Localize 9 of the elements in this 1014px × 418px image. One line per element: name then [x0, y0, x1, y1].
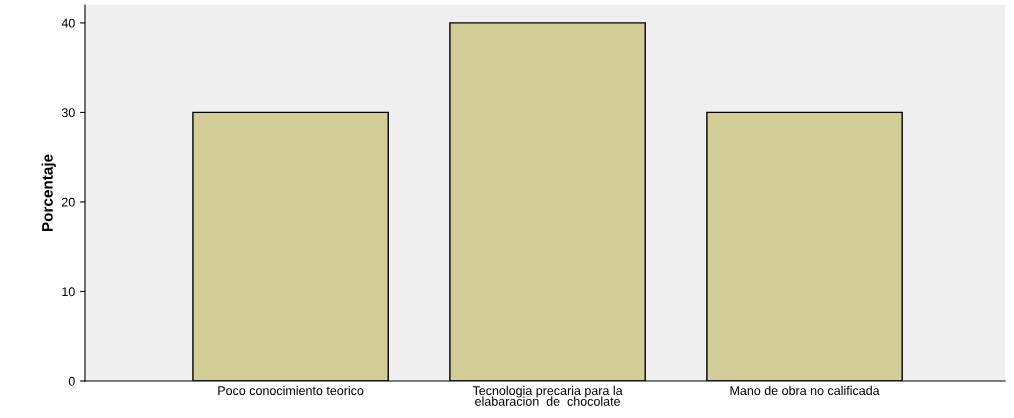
y-axis-title: Porcentaje	[41, 154, 56, 232]
x-tick-label: Poco conocimiento teorico	[218, 385, 364, 396]
x-tick-label: Tecnologia precaria para la elabaracion de chocolate	[472, 385, 623, 406]
y-tick-label: 10	[62, 287, 75, 297]
y-tick-label: 30	[61, 108, 75, 118]
y-tick-label: 0	[68, 376, 75, 386]
y-tick-label: 20	[62, 197, 75, 207]
x-tick-label: Mano de obra no calificada	[730, 385, 880, 396]
y-tick-label: 40	[61, 18, 75, 28]
